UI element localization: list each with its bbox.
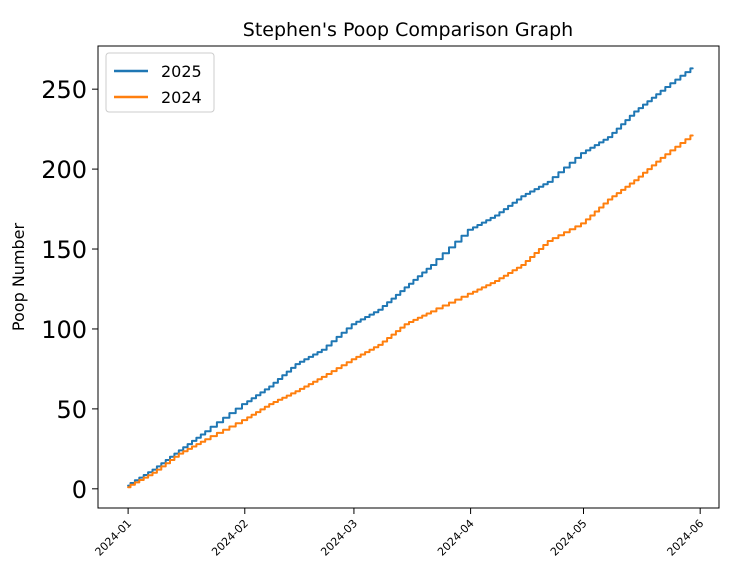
y-axis-label: Poop Number bbox=[9, 222, 28, 331]
series-line-2024 bbox=[127, 134, 694, 489]
x-tick-label: 2024-06 bbox=[665, 517, 707, 559]
y-tick-label: 250 bbox=[41, 76, 87, 104]
y-tick-label: 50 bbox=[56, 396, 87, 424]
plot-frame bbox=[97, 45, 720, 509]
x-tick-label: 2024-05 bbox=[548, 517, 590, 559]
plot-area bbox=[127, 67, 694, 489]
y-tick-label: 150 bbox=[41, 236, 87, 264]
legend-label-2024: 2024 bbox=[161, 88, 202, 107]
y-tick-label: 100 bbox=[41, 316, 87, 344]
x-tick-label: 2024-04 bbox=[435, 517, 477, 559]
x-tick-label: 2024-03 bbox=[318, 517, 360, 559]
legend: 2025 2024 bbox=[105, 52, 215, 113]
y-tick-label: 0 bbox=[72, 476, 87, 504]
x-tick-label: 2024-02 bbox=[209, 517, 251, 559]
legend-label-2025: 2025 bbox=[161, 62, 202, 81]
series-line-2025 bbox=[127, 67, 694, 487]
x-tick-label: 2024-01 bbox=[93, 517, 135, 559]
axes: 0 50 100 150 200 250 2024-01 2024-02 2024-03 2024… bbox=[41, 45, 720, 559]
y-tick-label: 200 bbox=[41, 156, 87, 184]
chart-title: Stephen's Poop Comparison Graph bbox=[243, 19, 573, 41]
